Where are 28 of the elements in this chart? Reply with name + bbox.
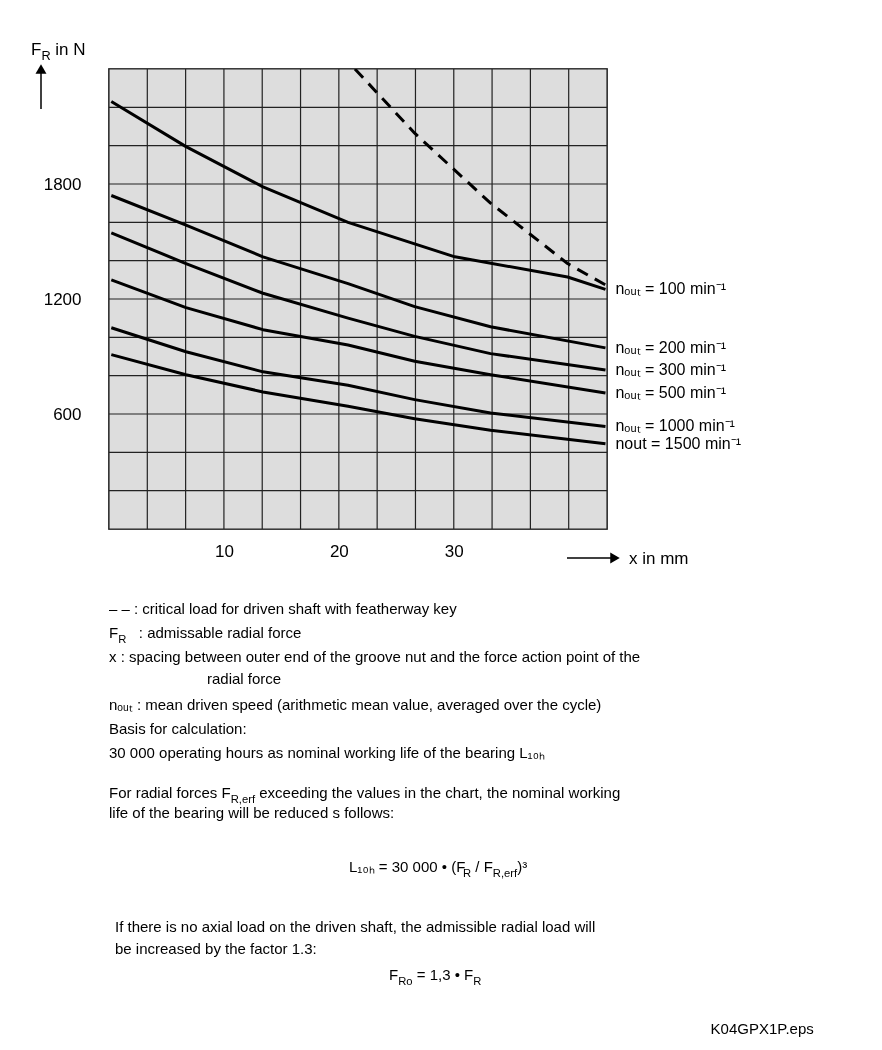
series-label: nₒᵤₜ = 300 min⁻¹ xyxy=(615,360,727,378)
text: – – : critical load for driven shaft with featherway key xyxy=(109,600,458,617)
x-tick-label: 30 xyxy=(444,541,464,561)
line-series xyxy=(109,194,607,350)
y-tick-label: 1800 xyxy=(43,174,82,194)
x-axis-title: x in mm xyxy=(629,549,689,568)
line-series xyxy=(109,326,607,428)
text: radial force xyxy=(207,670,282,687)
x-tick-label: 20 xyxy=(329,541,349,561)
text: be increased by the factor 1.3: xyxy=(115,940,317,957)
text: Basis for calculation: xyxy=(109,720,247,737)
text: If there is no axial load on the driven shaft, the admissible radial load will xyxy=(115,918,596,935)
text: nₒᵤₜ : mean driven speed (arithmetic mean value, averaged over the cycle) xyxy=(109,696,602,713)
text: 30 000 operating hours as nominal working life of the bearing L₁₀ₕ xyxy=(109,744,545,761)
series-label: nₒᵤₜ = 500 min⁻¹ xyxy=(615,383,727,401)
y-tick-label: 600 xyxy=(53,404,82,424)
line-series xyxy=(109,353,607,446)
text: life of the bearing will be reduced s follows: xyxy=(109,804,395,821)
y-tick-label: 1200 xyxy=(43,289,82,309)
series-label: nₒᵤₜ = 100 min⁻¹ xyxy=(615,280,727,298)
line-series xyxy=(109,231,607,372)
series-label: nout = 1500 min⁻¹ xyxy=(615,434,741,452)
x-tick-label: 10 xyxy=(214,541,234,561)
series-label: nₒᵤₜ = 1000 min⁻¹ xyxy=(615,417,735,435)
text: x : spacing between outer end of the groove nut and the force action point of the xyxy=(109,648,641,665)
line-series xyxy=(109,278,607,395)
text: K04GPX1P.eps xyxy=(710,1020,814,1037)
series-label: nₒᵤₜ = 200 min⁻¹ xyxy=(615,338,727,356)
